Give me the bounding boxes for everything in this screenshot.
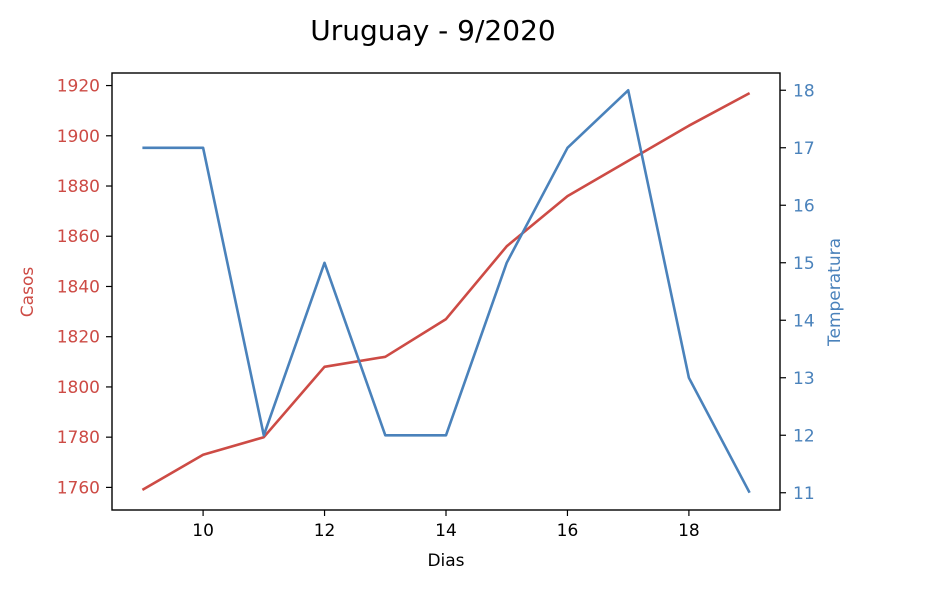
- left-y-tick-label: 1920: [57, 77, 100, 97]
- x-tick-label: 12: [314, 521, 336, 541]
- right-y-tick-label: 18: [793, 81, 815, 101]
- right-y-tick-label: 12: [793, 426, 815, 446]
- right-y-tick-label: 17: [793, 139, 815, 159]
- x-axis-label: Dias: [427, 551, 464, 571]
- right-y-axis-label: Temperatura: [825, 238, 845, 347]
- left-y-tick-label: 1880: [57, 177, 100, 197]
- left-y-tick-label: 1800: [57, 378, 100, 398]
- series-layer: [141, 89, 751, 494]
- right-y-tick-label: 15: [793, 254, 815, 274]
- right-y-tick-label: 13: [793, 369, 815, 389]
- left-y-tick-label: 1840: [57, 277, 100, 297]
- left-y-tick-label: 1780: [57, 428, 100, 448]
- x-tick-label: 14: [435, 521, 457, 541]
- left-y-axis-ticks: 1760 1780 1800 1820 1840 1860 1880 1900 1920: [57, 77, 112, 498]
- x-tick-label: 18: [678, 521, 700, 541]
- right-y-tick-label: 11: [793, 484, 815, 504]
- x-tick-label: 10: [192, 521, 214, 541]
- right-y-tick-label: 14: [793, 311, 815, 331]
- x-axis-ticks: 10 12 14 16 18: [192, 510, 700, 541]
- left-y-tick-label: 1760: [57, 478, 100, 498]
- chart-title: Uruguay - 9/2020: [310, 14, 555, 47]
- left-y-axis-label: Casos: [18, 267, 38, 318]
- right-y-axis-ticks: 11 12 13 14 15 16 17 18: [780, 81, 815, 504]
- left-y-tick-label: 1820: [57, 328, 100, 348]
- right-y-tick-label: 16: [793, 196, 815, 216]
- left-y-tick-label: 1860: [57, 227, 100, 247]
- plot-frame: [111, 72, 781, 511]
- x-tick-label: 16: [557, 521, 579, 541]
- temperatura-series-line: [142, 89, 751, 494]
- casos-series-line: [141, 91, 751, 492]
- left-y-tick-label: 1900: [57, 127, 100, 147]
